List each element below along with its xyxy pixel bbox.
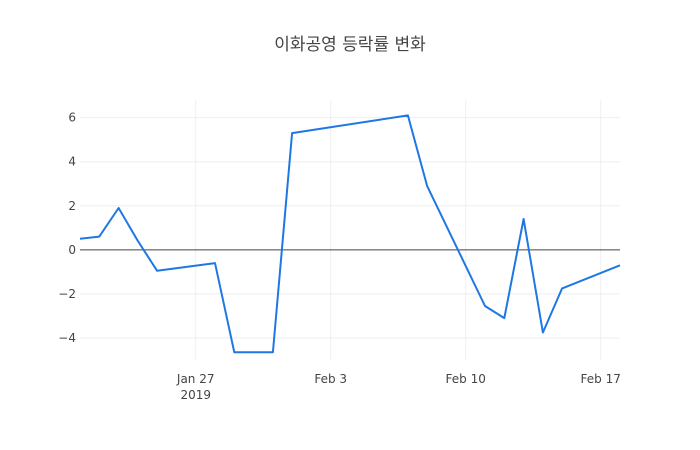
x-tick-label: Feb 17 xyxy=(581,372,621,386)
x-axis-ticks: Jan 27 2019 Feb 3 Feb 10 Feb 17 xyxy=(176,372,621,402)
y-tick-label: 0 xyxy=(68,243,76,257)
series-line-group xyxy=(79,114,621,354)
y-tick-label: 6 xyxy=(68,111,76,125)
y-tick-label: −4 xyxy=(58,331,76,345)
x-tick-label: Jan 27 xyxy=(176,372,215,386)
gridlines xyxy=(80,100,620,360)
x-tick-year-label: 2019 xyxy=(180,388,211,402)
y-tick-label: 2 xyxy=(68,199,76,213)
y-tick-label: 4 xyxy=(68,155,76,169)
y-axis-ticks: 6 4 2 0 −2 −4 xyxy=(58,111,76,345)
series-line xyxy=(79,114,621,354)
chart-title: 이화공영 등락률 변화 xyxy=(274,35,426,55)
y-tick-label: −2 xyxy=(58,287,76,301)
x-tick-label: Feb 3 xyxy=(314,372,347,386)
x-tick-label: Feb 10 xyxy=(446,372,486,386)
